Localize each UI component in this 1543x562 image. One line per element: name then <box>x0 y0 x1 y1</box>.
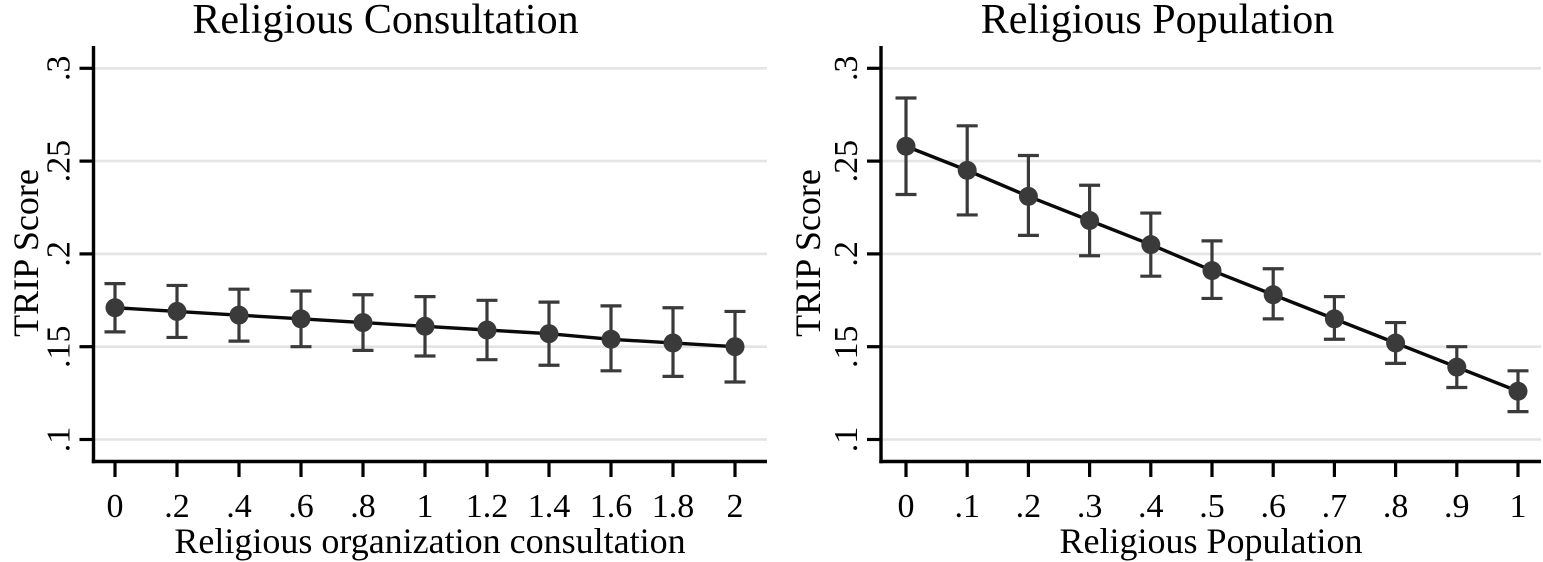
left-x-axis-title: Religious organization consultation <box>174 521 686 561</box>
x-tick-label: .8 <box>350 488 376 525</box>
data-point <box>415 316 435 336</box>
data-point <box>291 309 311 329</box>
y-tick-label: .3 <box>41 56 78 82</box>
left-y-axis-title: TRIP Score <box>6 169 46 337</box>
y-tick-label: .25 <box>41 140 78 183</box>
x-tick-label: 1.6 <box>590 488 633 525</box>
x-tick-label: .1 <box>954 488 980 525</box>
y-tick-label: .1 <box>828 427 865 453</box>
x-tick-label: 1 <box>417 488 434 525</box>
data-point <box>539 324 559 344</box>
y-tick-label: .15 <box>41 325 78 368</box>
right-y-axis-title: TRIP Score <box>788 169 828 337</box>
data-point <box>1141 235 1161 255</box>
y-tick-label: .2 <box>41 241 78 267</box>
x-tick-label: 1.4 <box>528 488 571 525</box>
x-tick-label: .5 <box>1199 488 1225 525</box>
x-tick-label: .6 <box>1260 488 1286 525</box>
y-tick-label: .15 <box>828 325 865 368</box>
data-point <box>1386 333 1406 353</box>
data-point <box>1324 309 1344 329</box>
right-panel-title: Religious Population <box>980 0 1335 43</box>
x-tick-label: 0 <box>107 488 124 525</box>
x-tick-label: 2 <box>727 488 744 525</box>
x-tick-label: .2 <box>164 488 190 525</box>
data-point <box>229 305 249 325</box>
data-point <box>477 320 497 340</box>
x-tick-label: .7 <box>1322 488 1348 525</box>
y-tick-label: .2 <box>828 241 865 267</box>
data-point <box>896 136 916 156</box>
y-tick-label: .25 <box>828 140 865 183</box>
data-point <box>1018 186 1038 206</box>
x-tick-label: .9 <box>1444 488 1470 525</box>
x-tick-label: 1.8 <box>652 488 695 525</box>
data-point <box>1080 210 1100 230</box>
data-point <box>167 301 187 321</box>
data-point <box>1263 285 1283 305</box>
x-tick-label: 1 <box>1510 488 1527 525</box>
data-point <box>353 313 373 333</box>
x-tick-label: .8 <box>1383 488 1409 525</box>
data-point <box>1447 357 1467 377</box>
y-tick-label: .1 <box>41 427 78 453</box>
data-point <box>1508 381 1528 401</box>
x-tick-label: .3 <box>1077 488 1103 525</box>
x-tick-label: 1.2 <box>466 488 509 525</box>
x-tick-label: .4 <box>226 488 252 525</box>
data-point <box>663 333 683 353</box>
x-tick-label: .2 <box>1016 488 1042 525</box>
data-point <box>957 160 977 180</box>
x-tick-label: .4 <box>1138 488 1164 525</box>
x-tick-label: 0 <box>898 488 915 525</box>
data-point <box>725 337 745 357</box>
left-panel-title: Religious Consultation <box>192 0 579 43</box>
data-point <box>601 329 621 349</box>
y-tick-label: .3 <box>828 56 865 82</box>
x-tick-label: .6 <box>288 488 314 525</box>
data-point <box>1202 261 1222 281</box>
right-x-axis-title: Religious Population <box>1059 521 1363 561</box>
data-point <box>105 298 125 318</box>
